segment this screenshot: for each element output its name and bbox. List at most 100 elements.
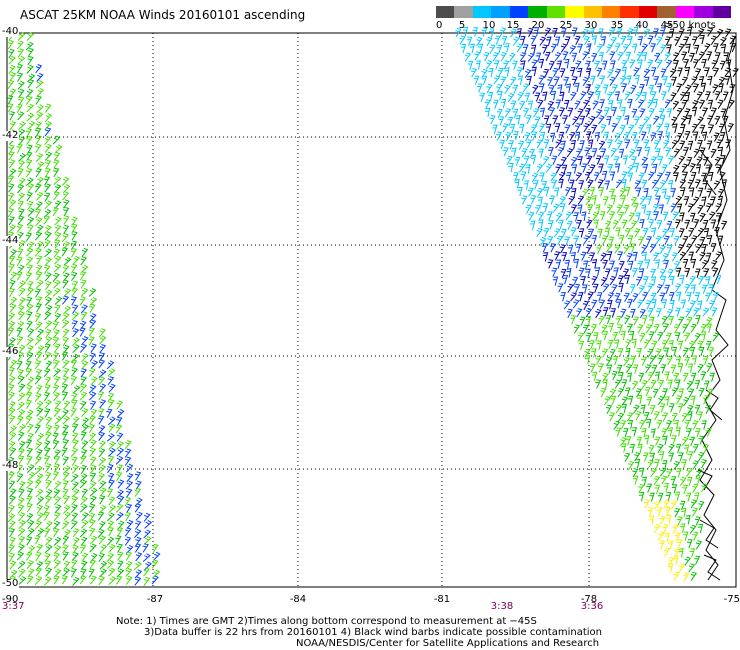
wind-barb — [630, 220, 638, 230]
wind-barb — [45, 424, 53, 435]
wind-barb — [79, 271, 87, 281]
wind-barb — [668, 452, 675, 462]
wind-barb — [71, 320, 78, 330]
wind-barb — [45, 495, 53, 505]
wind-barb — [571, 27, 578, 37]
wind-barb — [700, 371, 707, 381]
wind-barb — [27, 224, 34, 234]
wind-barb — [669, 275, 675, 286]
wind-barb — [685, 492, 692, 502]
wind-barb — [17, 248, 24, 258]
wind-barb — [27, 280, 34, 291]
wind-barb — [706, 323, 712, 333]
wind-barb — [493, 60, 500, 70]
wind-barb — [707, 75, 713, 86]
wind-barb — [98, 535, 106, 545]
wind-barb — [9, 296, 18, 306]
wind-barb — [660, 68, 667, 78]
wind-barb — [661, 340, 668, 350]
wind-barb — [80, 264, 89, 274]
wind-barb — [594, 84, 601, 94]
wind-barb — [605, 268, 611, 278]
wind-barb — [555, 259, 562, 269]
wind-barb — [549, 195, 556, 205]
wind-barb — [629, 243, 636, 253]
wind-barb — [681, 51, 688, 61]
wind-barb — [712, 291, 719, 302]
wind-barb — [687, 140, 694, 151]
wind-barb — [714, 91, 721, 101]
wind-barb — [642, 452, 649, 462]
wind-barb — [574, 35, 581, 46]
wind-barb — [44, 231, 52, 241]
wind-barb — [52, 272, 60, 282]
wind-barb — [718, 76, 726, 86]
wind-barb — [8, 224, 17, 233]
wind-barb — [550, 172, 557, 182]
wind-barb — [656, 419, 663, 430]
wind-barb — [52, 440, 60, 450]
wind-barb — [530, 154, 537, 165]
wind-barb — [70, 263, 78, 274]
scale-swatch — [620, 6, 639, 18]
wind-barb — [62, 544, 69, 554]
wind-barb — [666, 44, 672, 54]
wind-barb — [647, 507, 654, 517]
wind-barb — [8, 144, 15, 155]
wind-barb — [16, 401, 26, 411]
wind-barb — [685, 84, 692, 94]
wind-barb — [662, 524, 669, 534]
wind-barb — [63, 504, 71, 514]
wind-barb — [690, 258, 697, 269]
wind-barb — [8, 520, 16, 530]
wind-barb — [690, 571, 698, 581]
wind-barb — [616, 140, 623, 150]
wind-barb — [80, 568, 87, 578]
wind-barb — [18, 152, 27, 162]
wind-barb — [610, 308, 616, 318]
wind-barb — [679, 251, 687, 261]
wind-barb — [597, 363, 604, 373]
wind-barb — [608, 236, 614, 246]
wind-barb — [98, 424, 106, 434]
wind-barb — [504, 108, 512, 118]
wind-barb — [99, 383, 107, 393]
wind-barb — [98, 448, 106, 458]
wind-barb — [578, 180, 585, 190]
wind-barb — [512, 84, 519, 95]
wind-barb — [90, 343, 97, 353]
wind-barb — [642, 315, 648, 325]
wind-barb — [36, 345, 45, 354]
wind-barb — [45, 520, 53, 530]
wind-barb — [725, 28, 732, 38]
wind-barb — [116, 408, 125, 418]
wind-barb — [669, 299, 675, 310]
wind-barb — [620, 195, 627, 205]
wind-barb — [36, 496, 45, 505]
wind-barb — [708, 211, 716, 221]
wind-barb — [61, 247, 69, 257]
wind-barb — [25, 256, 34, 266]
wind-barb — [98, 415, 105, 425]
wind-barb — [666, 308, 674, 319]
wind-barb — [45, 479, 53, 489]
scale-swatch — [675, 6, 695, 18]
wind-barb — [713, 67, 720, 77]
wind-barb — [26, 151, 33, 161]
wind-barb — [7, 208, 15, 218]
wind-barb — [577, 332, 585, 342]
wind-barb — [685, 43, 691, 54]
scale-label: 20 — [531, 20, 545, 31]
wind-barb — [522, 83, 530, 93]
wind-barb — [53, 151, 61, 161]
wind-barb — [663, 260, 669, 270]
wind-barb — [677, 340, 684, 350]
wind-barb — [45, 329, 52, 339]
wind-barb — [698, 500, 705, 511]
wind-barb — [666, 83, 672, 93]
wind-barb — [17, 368, 25, 379]
wind-barb — [609, 51, 616, 61]
wind-barb — [631, 338, 637, 349]
wind-barb — [79, 479, 88, 489]
wind-barb — [26, 503, 33, 513]
